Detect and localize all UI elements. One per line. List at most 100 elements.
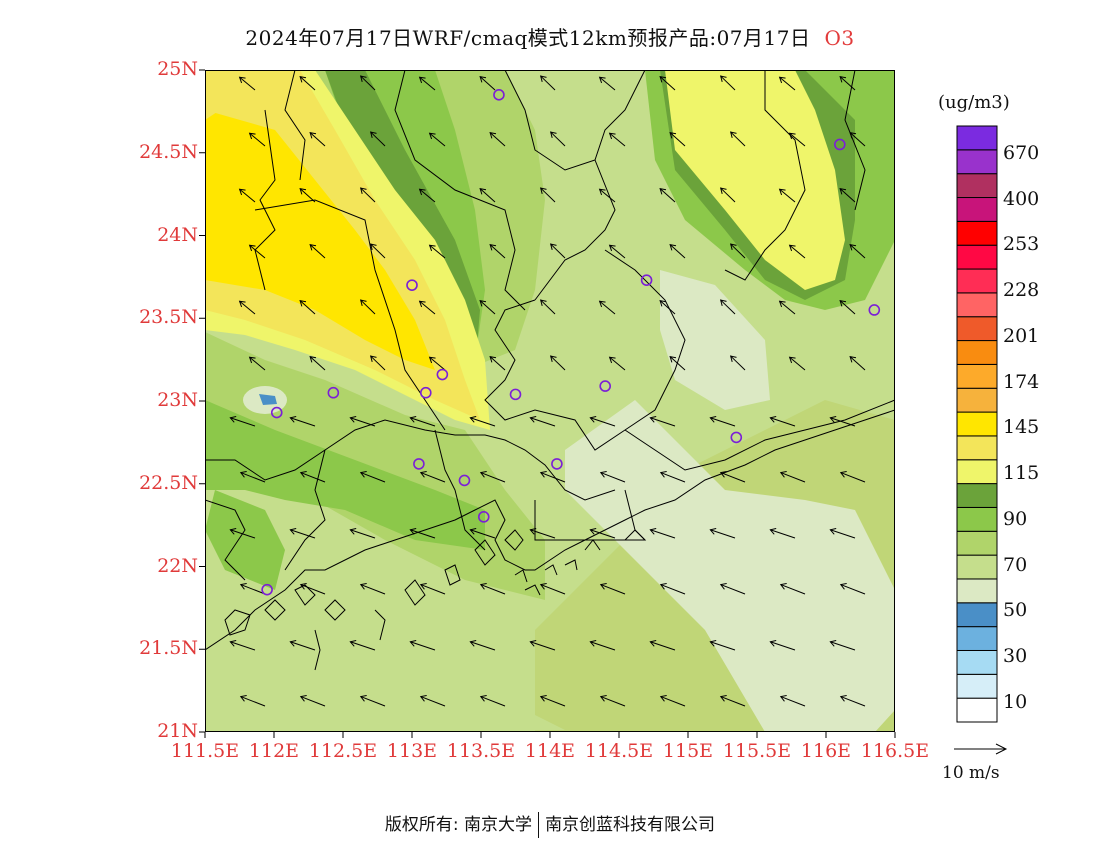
legend-level-228: 228: [1003, 279, 1040, 301]
legend-swatch: [956, 578, 998, 604]
wind-vector-head: [479, 583, 487, 590]
legend-level-30: 30: [1003, 645, 1028, 667]
station-marker[interactable]: [493, 89, 505, 101]
station-marker[interactable]: [477, 511, 490, 523]
legend-swatch: [956, 483, 998, 508]
wind-vector-head: [539, 187, 547, 194]
station-marker[interactable]: [599, 380, 612, 392]
wind-vector: [730, 131, 746, 147]
station-marker[interactable]: [458, 474, 471, 487]
forecast-map[interactable]: [204, 69, 896, 732]
wind-vector-head: [829, 415, 837, 423]
wind-vector-head: [539, 583, 547, 590]
station-marker[interactable]: [406, 279, 418, 291]
wind-vector-head: [778, 188, 786, 196]
wind-vector-head: [469, 415, 477, 423]
wind-vector: [669, 244, 686, 259]
wind-vector: [650, 641, 676, 651]
monitoring-stations: [261, 89, 881, 596]
wind-vector: [489, 244, 506, 259]
wind-vector-head: [779, 695, 787, 702]
wind-vector-head: [469, 639, 477, 647]
station-marker[interactable]: [261, 583, 273, 596]
wind-vector-head: [769, 527, 777, 535]
legend-swatch: [956, 626, 998, 651]
legend-swatch: [956, 125, 998, 151]
legend-swatch: [956, 554, 998, 580]
wind-vector: [720, 75, 736, 91]
wind-vector: [780, 696, 806, 707]
wind-vector-head: [418, 300, 426, 308]
station-marker[interactable]: [640, 274, 653, 286]
wind-vector: [429, 356, 446, 371]
lon-label-116: 116E: [800, 740, 852, 762]
map-canvas: [204, 69, 896, 732]
legend-level-670: 670: [1003, 142, 1040, 164]
legend-swatch: [956, 602, 998, 628]
wind-vector: [590, 417, 616, 427]
station-marker[interactable]: [509, 388, 522, 401]
lon-ticks: [204, 732, 896, 738]
wind-vector-head: [309, 243, 317, 251]
station-marker[interactable]: [420, 386, 432, 399]
wind-vector-head: [539, 471, 547, 478]
station-marker[interactable]: [436, 368, 449, 381]
wind-vector: [480, 472, 506, 483]
legend-swatch: [956, 387, 998, 413]
wind-vector-head: [289, 639, 297, 647]
wind-vector-head: [778, 300, 786, 308]
title-text: 2024年07月17日WRF/cmaq模式12km预报产品:07月17日: [245, 26, 811, 50]
legend-swatch: [956, 340, 998, 365]
wind-vector: [600, 696, 626, 707]
wind-vector-head: [589, 415, 597, 423]
wind-vector-head: [428, 132, 436, 140]
wind-vector-head: [778, 76, 786, 84]
wind-vector-head: [238, 300, 246, 308]
legend-level-90: 90: [1003, 508, 1028, 530]
station-marker[interactable]: [413, 458, 425, 470]
wind-vector-head: [788, 244, 796, 252]
wind-vector-head: [299, 695, 307, 702]
wind-vector: [600, 472, 626, 483]
wind-vector-head: [248, 244, 256, 252]
wind-vector: [659, 76, 676, 91]
wind-vector-head: [349, 639, 357, 647]
lon-label-112: 112E: [248, 740, 300, 762]
legend-level-70: 70: [1003, 554, 1028, 576]
station-marker[interactable]: [270, 406, 283, 419]
legend-swatch: [956, 197, 998, 222]
wind-vector: [830, 417, 856, 427]
wind-vector: [730, 355, 746, 371]
station-marker[interactable]: [551, 458, 563, 470]
wind-vector-head: [299, 583, 307, 590]
wind-vector-head: [359, 75, 367, 82]
station-marker[interactable]: [730, 431, 743, 444]
wind-vector-head: [469, 527, 477, 535]
wind-vector-head: [598, 300, 606, 308]
wind-vector-head: [769, 415, 777, 423]
wind-vector: [370, 131, 386, 147]
wind-vector: [550, 243, 566, 259]
lat-label-25: 25N: [157, 58, 198, 80]
lat-ticks: [199, 69, 205, 733]
wind-vector: [540, 187, 556, 203]
wind-vector-head: [299, 471, 307, 478]
wind-vector-head: [529, 415, 537, 423]
wind-vector-head: [359, 695, 367, 702]
wind-vector-head: [349, 415, 357, 423]
station-marker[interactable]: [833, 138, 846, 151]
station-marker[interactable]: [327, 386, 340, 399]
field-contour: [205, 590, 565, 732]
wind-vector-head: [839, 583, 847, 590]
wind-vector-head: [299, 75, 307, 83]
wind-vector-head: [829, 527, 837, 535]
wind-vector-head: [729, 355, 737, 362]
wind-vector-head: [369, 355, 377, 362]
station-marker[interactable]: [868, 304, 881, 316]
lon-label-116-5: 116.5E: [860, 740, 930, 762]
wind-vector-head: [669, 131, 677, 139]
wind-vector-head: [659, 471, 667, 478]
lat-label-21-5: 21.5N: [139, 637, 198, 659]
legend-swatch: [956, 268, 998, 294]
legend-level-201: 201: [1003, 325, 1040, 347]
